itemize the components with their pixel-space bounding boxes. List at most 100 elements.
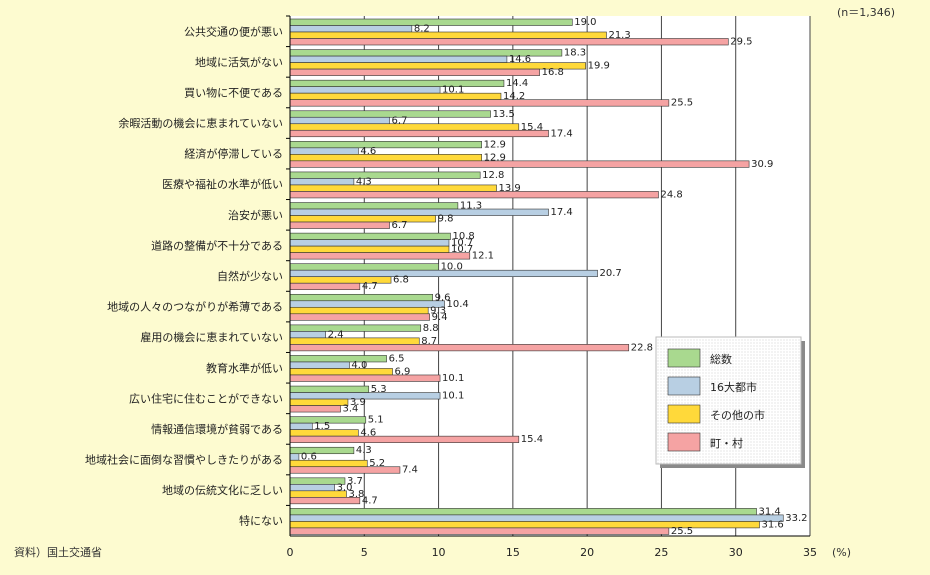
bar-value-label: 25.5: [671, 98, 693, 109]
bar-value-label: 12.1: [472, 251, 494, 262]
bar-value-label: 4.3: [356, 445, 372, 456]
legend-swatch: [667, 348, 701, 368]
bar: [289, 282, 361, 291]
bar-value-label: 25.5: [671, 526, 693, 537]
category-label: 情報通信環境が貧弱である: [151, 422, 283, 436]
bar: [289, 398, 349, 406]
bar: [289, 405, 341, 413]
bar: [289, 202, 459, 210]
bar-value-label: 15.4: [521, 434, 543, 445]
bar-value-label: 15.4: [521, 122, 543, 133]
x-tick-label: 0: [287, 546, 294, 559]
bar: [289, 215, 436, 223]
bar: [289, 191, 659, 199]
bar-value-label: 12.8: [482, 170, 504, 181]
bar: [289, 293, 433, 302]
bar: [289, 453, 300, 461]
bar-value-label: 21.3: [608, 30, 630, 41]
bar: [289, 368, 393, 376]
bar: [289, 116, 390, 125]
x-tick-label: 25: [654, 546, 668, 559]
bar-value-label: 14.6: [509, 54, 531, 65]
legend-label: 総数: [710, 352, 732, 366]
bar: [289, 160, 750, 168]
bar: [289, 92, 502, 100]
legend-label: 町・村: [710, 436, 743, 450]
bar-value-label: 9.8: [438, 214, 454, 225]
bar-value-label: 13.9: [499, 183, 521, 194]
bars: [289, 18, 784, 535]
bar-value-label: 19.9: [588, 61, 610, 72]
category-label: 治安が悪い: [228, 208, 283, 222]
bar-value-label: 9.6: [435, 292, 451, 303]
bar: [289, 154, 482, 162]
bar: [289, 435, 520, 443]
category-label: 買い物に不便である: [184, 85, 283, 99]
bar-value-label: 31.6: [761, 519, 783, 530]
bar-value-label: 5.3: [371, 384, 387, 395]
bar-value-label: 9.4: [432, 312, 448, 323]
bar-value-label: 33.2: [785, 513, 807, 524]
bar: [289, 208, 549, 216]
bar-value-label: 7.4: [402, 465, 418, 476]
bar-value-label: 10.4: [447, 299, 469, 310]
bar-value-label: 4.7: [362, 495, 378, 506]
bar: [289, 527, 670, 535]
bar: [289, 484, 335, 492]
bar: [289, 18, 573, 26]
sample-size-note: (n＝1,346): [837, 6, 895, 19]
bar-value-label: 2.4: [328, 329, 344, 340]
bar-value-label: 9.3: [430, 305, 446, 316]
x-tick-label: 5: [361, 546, 368, 559]
bar: [289, 331, 326, 339]
bar-value-label: 14.4: [506, 78, 528, 89]
legend-swatch: [667, 404, 701, 424]
bar: [289, 361, 350, 369]
category-label: 地域に活気がない: [195, 55, 283, 69]
bar: [289, 184, 497, 192]
bar-value-label: 4.6: [360, 146, 376, 157]
category-label: 余暇活動の機会に恵まれていない: [118, 116, 283, 130]
x-tick-label: 15: [506, 546, 520, 559]
bar-value-label: 12.9: [484, 139, 506, 150]
bar-value-label: 3.4: [343, 404, 359, 415]
bar: [289, 147, 359, 155]
bar-value-label: 24.8: [660, 189, 682, 200]
bar-value-label: 12.9: [484, 152, 506, 163]
bar-value-label: 19.0: [574, 17, 596, 28]
category-label: 広い住宅に住むことができない: [129, 391, 283, 405]
bar-value-label: 4.0: [351, 360, 367, 371]
bar-value-label: 5.2: [369, 458, 385, 469]
bar: [289, 337, 420, 345]
x-tick-label: 35: [803, 546, 817, 559]
bar: [289, 178, 355, 186]
bar: [289, 374, 441, 382]
category-label: 特にない: [239, 514, 283, 528]
data-labels: 19.0 8.2 21.3 29.5 18.3 14.6 19.9 16.8 14.4 10.1 1…: [301, 17, 808, 537]
bar: [289, 446, 355, 455]
bar: [289, 68, 540, 76]
bar: [289, 252, 471, 260]
bar: [289, 245, 450, 253]
bar-value-label: 29.5: [730, 37, 752, 48]
bar: [289, 514, 784, 522]
bar: [289, 25, 413, 33]
bar-value-label: 14.2: [503, 91, 525, 102]
bar: [289, 313, 430, 321]
bar-value-label: 16.8: [542, 67, 564, 78]
bar: [289, 344, 630, 352]
bar-value-label: 31.4: [759, 506, 781, 517]
bar: [289, 306, 429, 315]
bar-value-label: 6.7: [392, 220, 408, 231]
bar-value-label: 8.2: [414, 24, 430, 35]
bar: [289, 221, 390, 229]
bar-value-label: 20.7: [600, 268, 622, 279]
bar: [289, 129, 549, 138]
bar-value-label: 10.1: [442, 391, 464, 402]
bar: [289, 385, 370, 393]
bar-value-label: 22.8: [631, 342, 653, 353]
bar-value-label: 3.9: [350, 397, 366, 408]
x-unit-label: (%): [832, 546, 851, 559]
bar: [289, 55, 508, 63]
